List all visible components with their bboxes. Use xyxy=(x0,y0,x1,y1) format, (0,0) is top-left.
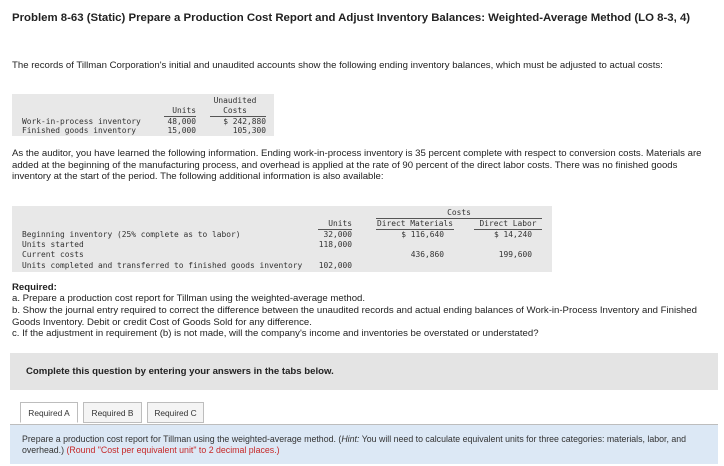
cost-data-table xyxy=(12,206,552,272)
required-b: b. Show the journal entry required to co… xyxy=(12,305,697,328)
unaudited-header-1: Unaudited xyxy=(213,96,257,105)
instruction-main: Prepare a production cost report for Til… xyxy=(22,434,342,444)
inventory-table xyxy=(12,94,274,136)
table2-row-dm: 436,860 xyxy=(410,250,444,259)
required-heading: Required: xyxy=(12,282,57,293)
problem-title: Problem 8-63 (Static) Prepare a Producti… xyxy=(12,12,691,24)
tab-required-b[interactable]: Required B xyxy=(83,402,142,423)
table1-row-units: 48,000 xyxy=(167,117,196,126)
tab-required-c[interactable]: Required C xyxy=(147,402,204,423)
hint-text: You will need to calculate equivalent un… xyxy=(22,434,687,455)
rounding-note: (Round "Cost per equivalent unit" to 2 d… xyxy=(66,445,280,455)
table2-row-units: 102,000 xyxy=(318,261,352,270)
intro-text: The records of Tillman Corporation's ini… xyxy=(12,60,663,71)
table2-row-units: 32,000 xyxy=(323,230,352,239)
table1-row-cost: $ 242,880 xyxy=(223,117,266,126)
table1-row-units: 15,000 xyxy=(167,126,196,135)
audit-text: As the auditor, you have learned the fol… xyxy=(12,148,702,182)
table2-row-units: 118,000 xyxy=(318,240,352,249)
instruction-text: Prepare a production cost report for Til… xyxy=(22,434,712,456)
table1-row-label: Finished goods inventory xyxy=(22,126,137,135)
direct-materials-header: Direct Materials xyxy=(376,219,453,228)
table2-row-label: Units started xyxy=(22,240,84,249)
table2-row-dl: 199,600 xyxy=(498,250,532,259)
hint-label: Hint: xyxy=(341,434,360,444)
tab-required-a[interactable]: Required A xyxy=(20,402,78,423)
table1-row-cost: 105,300 xyxy=(232,126,266,135)
required-a: a. Prepare a production cost report for … xyxy=(12,293,366,304)
units-header: Units xyxy=(172,106,196,115)
table2-row-dm: $ 116,640 xyxy=(401,230,444,239)
units-header: Units xyxy=(328,219,352,228)
required-c: c. If the adjustment in requirement (b) … xyxy=(12,328,539,339)
instruction-box xyxy=(10,424,718,464)
table2-row-dl: $ 14,240 xyxy=(493,230,532,239)
table2-row-label: Beginning inventory (25% complete as to … xyxy=(22,230,241,239)
table2-row-label: Units completed and transferred to finis… xyxy=(22,261,303,270)
unaudited-header-2: Costs xyxy=(223,106,247,115)
panel-text: Complete this question by entering your … xyxy=(26,366,334,377)
table2-row-label: Current costs xyxy=(22,250,84,259)
direct-labor-header: Direct Labor xyxy=(479,219,537,228)
instructions-panel xyxy=(10,353,718,390)
costs-header: Costs xyxy=(447,208,471,217)
table1-row-label: Work-in-process inventory xyxy=(22,117,141,126)
